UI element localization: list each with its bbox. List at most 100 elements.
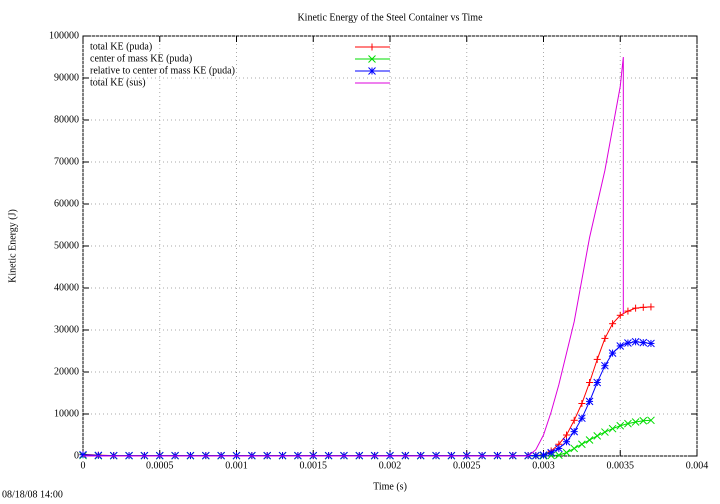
point-marker: [570, 416, 578, 424]
point-marker: [570, 444, 579, 453]
x-tick-label: 0.0025: [453, 460, 481, 471]
point-marker: [647, 339, 655, 348]
marker-stroke: [562, 448, 571, 457]
marker-stroke: [631, 418, 640, 426]
marker-stroke: [554, 451, 563, 460]
marker-stroke: [624, 339, 632, 347]
point-marker: [593, 355, 601, 363]
point-marker: [539, 451, 548, 460]
point-marker: [554, 444, 563, 453]
y-tick-label: 0: [74, 450, 79, 461]
point-marker: [639, 303, 647, 311]
marker-stroke: [570, 427, 579, 436]
marker-stroke: [585, 436, 594, 444]
point-marker: [624, 419, 632, 428]
point-marker: [616, 421, 625, 430]
point-marker: [639, 416, 648, 425]
y-axis-label: Kinetic Energy (J): [7, 209, 18, 283]
y-tick-label: 90000: [54, 72, 79, 83]
point-marker: [578, 440, 586, 449]
marker-stroke: [639, 416, 648, 425]
series-line: [83, 56, 624, 457]
point-marker: [79, 450, 87, 459]
marker-stroke: [547, 448, 556, 457]
x-tick-label: 0.002: [379, 460, 402, 471]
point-marker: [601, 334, 609, 342]
y-tick-label: 60000: [54, 198, 79, 209]
point-marker: [593, 378, 602, 387]
legend-label: total KE (puda): [90, 41, 152, 52]
point-marker: [562, 437, 571, 446]
point-marker: [585, 397, 594, 406]
series-line: [82, 419, 651, 457]
point-marker: [601, 361, 609, 370]
point-marker: [368, 43, 376, 51]
marker-stroke: [562, 437, 571, 446]
point-marker: [593, 431, 602, 440]
point-marker: [94, 451, 103, 460]
marker-stroke: [94, 451, 103, 460]
point-marker: [554, 451, 563, 460]
point-marker: [578, 400, 586, 407]
point-marker: [631, 337, 640, 346]
marker-stroke: [578, 440, 586, 449]
x-tick-label: 0: [81, 460, 86, 471]
timestamp: 08/18/08 14:00: [2, 489, 63, 500]
marker-stroke: [608, 349, 617, 357]
point-marker: [531, 451, 540, 460]
marker-stroke: [570, 444, 579, 453]
y-tick-label: 100000: [49, 30, 79, 41]
point-marker: [639, 338, 648, 347]
point-marker: [647, 416, 655, 425]
x-tick-label: 0.004: [686, 460, 709, 471]
marker-stroke: [616, 421, 625, 430]
marker-stroke: [79, 450, 87, 459]
marker-stroke: [368, 55, 376, 63]
point-marker: [563, 431, 571, 439]
point-marker: [601, 428, 609, 436]
y-tick-label: 70000: [54, 156, 79, 167]
marker-stroke: [624, 419, 632, 428]
chart-title: Kinetic Energy of the Steel Container vs…: [297, 12, 483, 23]
point-marker: [624, 339, 632, 347]
y-tick-label: 50000: [54, 240, 79, 251]
point-marker: [608, 349, 617, 357]
legend-label: relative to center of mass KE (puda): [90, 65, 235, 76]
y-tick-label: 30000: [54, 324, 79, 335]
x-tick-label: 0.003: [532, 460, 555, 471]
y-tick-label: 10000: [54, 408, 79, 419]
x-tick-label: 0.001: [225, 460, 248, 471]
marker-stroke: [368, 67, 376, 75]
x-tick-label: 0.0005: [146, 460, 174, 471]
marker-stroke: [639, 338, 648, 347]
marker-stroke: [531, 451, 540, 460]
point-marker: [616, 311, 624, 319]
point-marker: [562, 448, 571, 457]
series-line: [82, 306, 651, 457]
point-marker: [647, 303, 655, 311]
marker-stroke: [539, 451, 548, 460]
point-marker: [585, 436, 594, 444]
point-marker: [570, 427, 579, 436]
point-marker: [368, 67, 376, 75]
series-line: [82, 341, 652, 457]
point-marker: [609, 320, 617, 328]
point-marker: [578, 414, 586, 423]
marker-stroke: [601, 428, 609, 436]
point-marker: [586, 379, 594, 386]
marker-stroke: [647, 416, 655, 425]
y-tick-label: 40000: [54, 282, 79, 293]
marker-stroke: [593, 431, 602, 440]
point-marker: [547, 448, 556, 457]
marker-stroke: [647, 339, 655, 348]
marker-stroke: [631, 337, 640, 346]
marker-stroke: [593, 378, 602, 387]
marker-stroke: [608, 424, 617, 433]
x-tick-label: 0.0015: [300, 460, 328, 471]
y-tick-label: 80000: [54, 114, 79, 125]
point-marker: [624, 307, 632, 315]
point-marker: [632, 304, 640, 312]
y-tick-label: 20000: [54, 366, 79, 377]
marker-stroke: [616, 342, 625, 350]
legend-label: total KE (sus): [90, 77, 146, 88]
